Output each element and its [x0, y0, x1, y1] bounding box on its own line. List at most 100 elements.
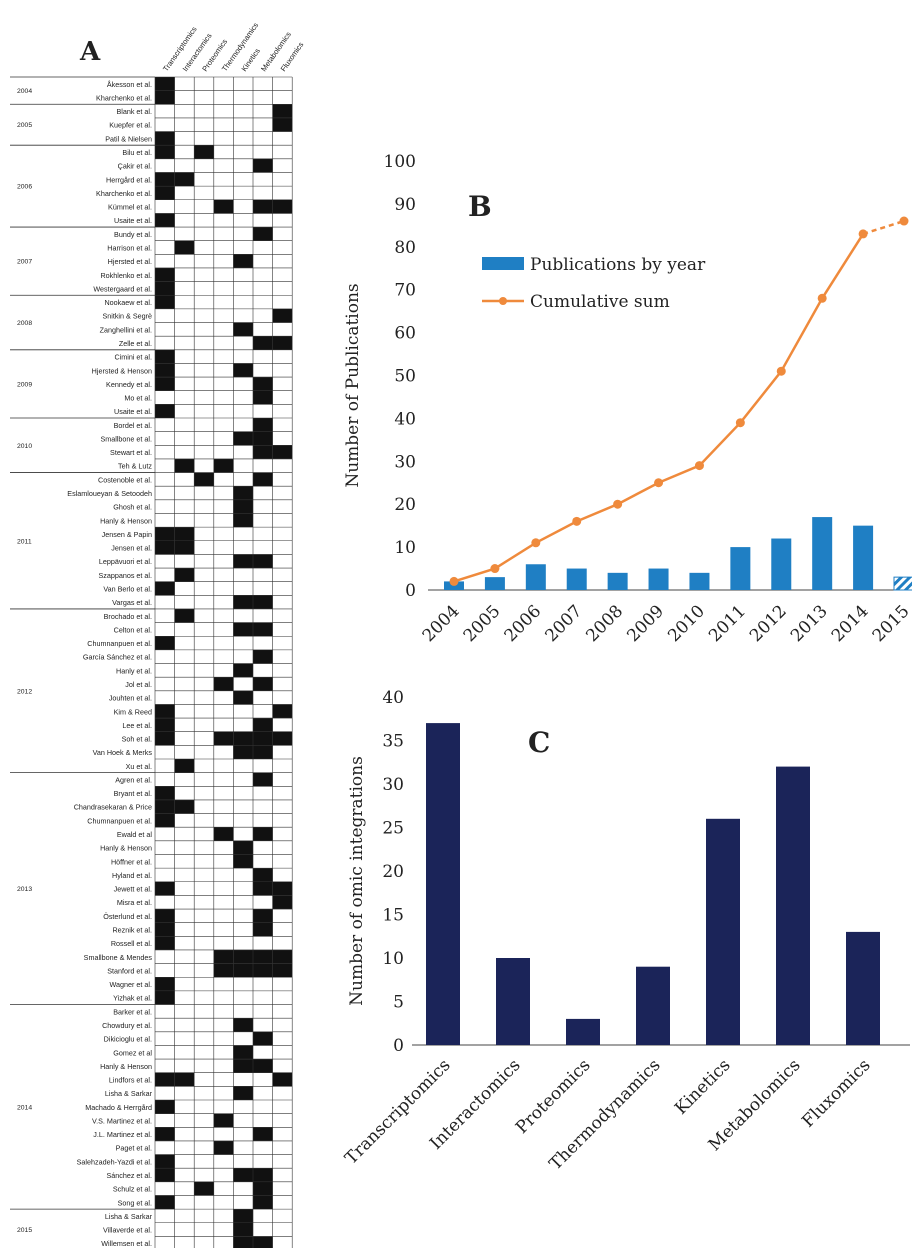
matrix-reference-label: Smallbone et al. — [100, 434, 152, 443]
matrix-cell-filled — [253, 949, 273, 964]
matrix-cell-filled — [174, 527, 195, 541]
panel-a-matrix: A TranscriptomicsInteractomicsProteomics… — [10, 21, 306, 1248]
panel-c-bar — [846, 931, 880, 1045]
matrix-cell-filled — [233, 1045, 253, 1060]
matrix-cell-filled — [253, 227, 273, 241]
matrix-reference-label: Kharchenko et al. — [96, 93, 152, 102]
panel-c-bars — [426, 723, 880, 1045]
matrix-reference-label: Szappanos et al. — [98, 571, 152, 580]
matrix-reference-label: Costenoble et al. — [98, 475, 152, 484]
matrix-reference-label: Patil & Nielsen — [105, 134, 152, 143]
panel-b-bar — [893, 576, 912, 591]
matrix-reference-label: Teh & Lutz — [118, 462, 152, 471]
panel-b-line-point — [858, 229, 868, 239]
panel-b-x-tick-label: 2009 — [623, 601, 668, 646]
matrix-reference-label: Chumnanpuen et al. — [87, 816, 152, 825]
matrix-cell-filled — [253, 745, 273, 759]
matrix-reference-label: García Sánchez et al. — [83, 653, 152, 662]
matrix-cell-filled — [155, 404, 175, 418]
panel-b-bar — [771, 538, 792, 590]
matrix-reference-label: Jewett et al. — [114, 885, 152, 894]
matrix-reference-label: Smallbone & Mendes — [84, 953, 153, 962]
matrix-cell-filled — [253, 418, 273, 432]
matrix-cell-filled — [155, 1154, 175, 1169]
panel-b-bar — [525, 564, 546, 590]
matrix-cell-filled — [194, 1181, 214, 1196]
panel-c-bar — [496, 958, 530, 1045]
matrix-cell-filled — [213, 677, 234, 691]
matrix-cell-filled — [155, 1100, 175, 1114]
matrix-reference-label: Bordel et al. — [114, 421, 152, 430]
panel-b-y-tick-label: 50 — [394, 367, 416, 387]
panel-b-line-point — [449, 576, 459, 586]
matrix-reference-label: Cimini et al. — [114, 353, 152, 362]
matrix-cell-filled — [233, 690, 253, 705]
matrix-reference-label: Yizhak et al. — [113, 994, 152, 1003]
matrix-cell-filled — [272, 445, 293, 459]
matrix-cell-filled — [155, 377, 175, 391]
panel-c-y-tick-label: 10 — [382, 949, 404, 969]
panel-b-y-tick-label: 0 — [405, 581, 416, 601]
matrix-year-label: 2014 — [17, 1104, 32, 1111]
matrix-reference-label: Stewart et al. — [110, 448, 152, 457]
matrix-cell-filled — [253, 718, 273, 732]
panel-c-y-tick-label: 30 — [382, 775, 404, 795]
matrix-reference-label: Celton et al. — [114, 625, 152, 634]
matrix-cell-filled — [253, 1059, 273, 1073]
panel-c-bar — [566, 1018, 600, 1045]
matrix-reference-label: Brochado et al. — [104, 612, 152, 621]
panel-b-bar — [730, 547, 751, 590]
panel-b-line-point — [776, 366, 786, 376]
panel-c-y-axis-title: Number of omic integrations — [347, 756, 367, 1006]
matrix-cell-filled — [155, 881, 175, 896]
matrix-cell-filled — [272, 949, 293, 964]
panel-b-y-tick-label: 30 — [394, 452, 416, 472]
panel-b-y-tick-label: 100 — [384, 152, 416, 172]
matrix-cell-filled — [233, 486, 253, 500]
panel-b-line-point — [899, 216, 909, 226]
matrix-year-label: 2015 — [17, 1227, 32, 1234]
legend-swatch-bars — [482, 257, 524, 270]
panel-b-line-point — [613, 499, 623, 509]
matrix-cell-filled — [253, 595, 273, 609]
panel-b-bar — [689, 572, 710, 590]
matrix-reference-label: Hanly et al. — [116, 666, 152, 675]
matrix-year-label: 2009 — [17, 381, 32, 388]
matrix-reference-label: Chandrasekaran & Price — [74, 803, 152, 812]
matrix-cell-filled — [253, 377, 273, 391]
matrix-cell-filled — [233, 731, 253, 746]
panel-b-y-tick-label: 70 — [394, 281, 416, 301]
matrix-cell-filled — [233, 513, 253, 528]
matrix-reference-label: Wagner et al. — [110, 980, 152, 989]
matrix-cell-filled — [272, 895, 293, 910]
matrix-cell-filled — [174, 608, 195, 623]
panel-b-line-point — [694, 461, 704, 471]
matrix-reference-label: Dikicioglu et al. — [104, 1035, 152, 1044]
matrix-cell-filled — [155, 813, 175, 828]
panel-c-letter: C — [528, 726, 550, 759]
panel-c-y-tick-label: 20 — [382, 862, 404, 882]
matrix-cell-filled — [155, 936, 175, 950]
matrix-cell-filled — [233, 854, 253, 869]
matrix-reference-label: Åkesson et al. — [107, 80, 152, 89]
matrix-cell-filled — [253, 1127, 273, 1141]
panel-c-y-tick-label: 5 — [393, 993, 404, 1013]
panel-b-x-tick-label: 2008 — [582, 601, 627, 646]
matrix-reference-label: Kümmel et al. — [108, 203, 152, 212]
matrix-cell-filled — [233, 1086, 253, 1100]
matrix-cell-filled — [155, 922, 175, 937]
matrix-reference-labels: Åkesson et al. Kharchenko et al. Blank et … — [67, 80, 152, 1248]
matrix-cell-filled — [194, 472, 214, 487]
matrix-reference-label: Gomez et al — [113, 1048, 152, 1057]
matrix-cell-filled — [155, 786, 175, 800]
matrix-cell-filled — [253, 622, 273, 637]
matrix-year-label: 2008 — [17, 320, 32, 327]
matrix-reference-label: J.L. Martinez et al. — [93, 1130, 152, 1139]
matrix-reference-label: Nookaew et al. — [104, 298, 152, 307]
matrix-cell-filled — [253, 554, 273, 569]
matrix-cell-filled — [174, 799, 195, 814]
panel-b-line-point — [654, 478, 664, 488]
matrix-reference-label: Eslamloueyan & Setoodeh — [67, 489, 152, 498]
matrix-reference-label: Bundy et al. — [114, 230, 152, 239]
matrix-cell-filled — [253, 1181, 273, 1196]
